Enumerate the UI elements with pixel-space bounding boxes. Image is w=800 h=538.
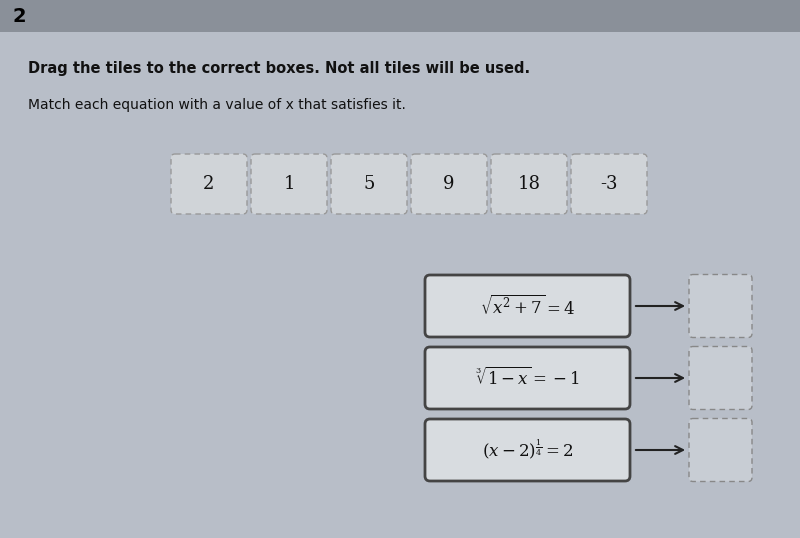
Text: 5: 5 [363,175,374,193]
Text: 2: 2 [12,8,26,26]
Text: $\sqrt{x^2+7}=4$: $\sqrt{x^2+7}=4$ [480,294,575,318]
FancyBboxPatch shape [689,274,752,337]
FancyBboxPatch shape [171,154,247,214]
Text: 18: 18 [518,175,541,193]
Text: 9: 9 [443,175,454,193]
FancyBboxPatch shape [571,154,647,214]
FancyBboxPatch shape [689,419,752,482]
FancyBboxPatch shape [425,419,630,481]
Text: Drag the tiles to the correct boxes. Not all tiles will be used.: Drag the tiles to the correct boxes. Not… [28,60,530,75]
FancyBboxPatch shape [0,0,800,32]
Text: Match each equation with a value of x that satisfies it.: Match each equation with a value of x th… [28,98,406,112]
FancyBboxPatch shape [425,275,630,337]
Text: 2: 2 [203,175,214,193]
FancyBboxPatch shape [491,154,567,214]
FancyBboxPatch shape [689,346,752,409]
FancyBboxPatch shape [251,154,327,214]
FancyBboxPatch shape [331,154,407,214]
FancyBboxPatch shape [411,154,487,214]
Text: $\sqrt[3]{1-x}=-1$: $\sqrt[3]{1-x}=-1$ [475,367,580,389]
Text: $(x-2)^{\frac{1}{4}}=2$: $(x-2)^{\frac{1}{4}}=2$ [482,438,574,462]
Text: -3: -3 [600,175,618,193]
FancyBboxPatch shape [425,347,630,409]
Text: 1: 1 [283,175,294,193]
